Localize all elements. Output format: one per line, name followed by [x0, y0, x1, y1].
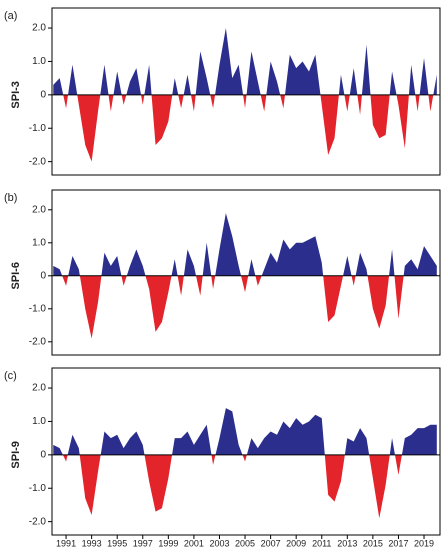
x-tick-label: 2001	[184, 538, 204, 548]
y-tick-label: 1.0	[32, 237, 46, 248]
x-tick-label: 1993	[82, 538, 102, 548]
y-axis-label: SPI-9	[10, 441, 22, 469]
y-tick-label: 2.0	[32, 204, 46, 215]
y-tick-label: -2.0	[29, 336, 47, 347]
y-tick-label: 0	[40, 89, 46, 100]
y-axis-label: SPI-6	[10, 262, 22, 290]
x-tick-label: 2013	[337, 538, 357, 548]
x-tick-label: 2007	[261, 538, 281, 548]
plot-frame	[51, 7, 441, 176]
y-tick-label: -1.0	[29, 303, 47, 314]
panel-label: (b)	[4, 192, 17, 204]
y-tick-label: 0	[40, 270, 46, 281]
x-tick-label: 1991	[56, 538, 76, 548]
x-tick-label: 2005	[235, 538, 255, 548]
y-tick-label: 2.0	[32, 23, 46, 34]
x-tick-label: 2015	[363, 538, 383, 548]
plot-frame	[51, 367, 441, 536]
panel-label: (c)	[4, 370, 17, 382]
y-tick-label: -1.0	[29, 123, 47, 134]
x-tick-label: 2003	[209, 538, 229, 548]
panel-label: (a)	[4, 10, 17, 22]
x-tick-label: 1999	[158, 538, 178, 548]
y-tick-label: 0	[40, 449, 46, 460]
x-tick-label: 1997	[133, 538, 153, 548]
x-tick-label: 1995	[107, 538, 127, 548]
y-tick-label: 2.0	[32, 383, 46, 394]
area	[53, 408, 437, 519]
x-tick-label: 2009	[286, 538, 306, 548]
x-tick-label: 2019	[414, 538, 434, 548]
x-tick-label: 2017	[388, 538, 408, 548]
y-tick-label: -2.0	[29, 156, 47, 167]
x-tick-label: 2011	[312, 538, 331, 548]
y-tick-label: -1.0	[29, 483, 47, 494]
y-tick-label: 1.0	[32, 416, 46, 427]
y-axis-label: SPI-3	[10, 81, 22, 109]
y-tick-label: 1.0	[32, 56, 46, 67]
plot-frame	[51, 189, 441, 356]
y-tick-label: -2.0	[29, 516, 47, 527]
